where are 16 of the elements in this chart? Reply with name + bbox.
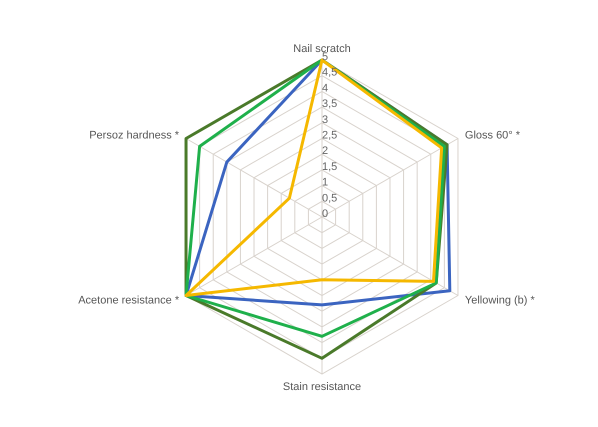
y-tick-label: 0,5 — [322, 192, 338, 204]
y-tick-label: 1,5 — [322, 160, 338, 173]
y-tick-label: 2,5 — [322, 130, 338, 142]
spoke-label: Gloss 60° * — [464, 129, 521, 142]
y-tick-label: 4 — [322, 82, 328, 94]
y-tick-label: 3,5 — [322, 98, 338, 110]
spoke-label: Yellowing (b) * — [464, 294, 536, 306]
y-tick-label: 4,5 — [322, 66, 338, 79]
y-tick-label: 2 — [322, 145, 328, 158]
spoke-label: Acetone resistance * — [78, 294, 180, 306]
y-tick-label: 0 — [322, 208, 328, 220]
spoke-label: Persoz hardness * — [89, 129, 180, 142]
y-tick-label: 5 — [322, 51, 328, 63]
spoke-label: Stain resistance — [282, 380, 362, 393]
y-tick-label: 3 — [322, 114, 328, 126]
y-tick-label: 1 — [322, 176, 328, 189]
